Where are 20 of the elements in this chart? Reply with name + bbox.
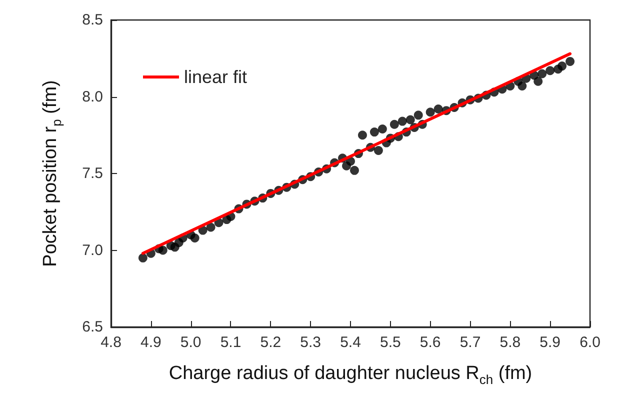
x-tick-label: 5.6: [420, 334, 441, 351]
x-tick-label: 4.9: [140, 334, 162, 351]
x-tick-label: 5.7: [460, 334, 481, 351]
x-tick-label: 5.3: [300, 334, 322, 351]
x-tick-label: 5.9: [540, 334, 561, 351]
x-tick-label: 4.8: [100, 334, 122, 351]
y-tick-label: 7.0: [82, 242, 103, 259]
y-tick-label: 7.5: [82, 165, 103, 182]
x-tick-label: 5.0: [180, 334, 202, 351]
x-tick-label: 5.2: [260, 334, 282, 351]
x-tick-label: 6.0: [580, 334, 600, 351]
x-tick-label: 5.8: [500, 334, 521, 351]
legend-label: linear fit: [184, 67, 248, 87]
y-axis-title: Pocket position rp (fm): [40, 80, 64, 267]
y-tick-label: 8.5: [82, 12, 103, 28]
x-tick-label: 5.4: [340, 334, 361, 351]
x-tick-label: 5.1: [220, 334, 242, 351]
y-tick-label: 8.0: [82, 88, 103, 106]
y-tick-label: 6.5: [82, 318, 103, 336]
x-tick-label: 5.5: [380, 334, 401, 351]
